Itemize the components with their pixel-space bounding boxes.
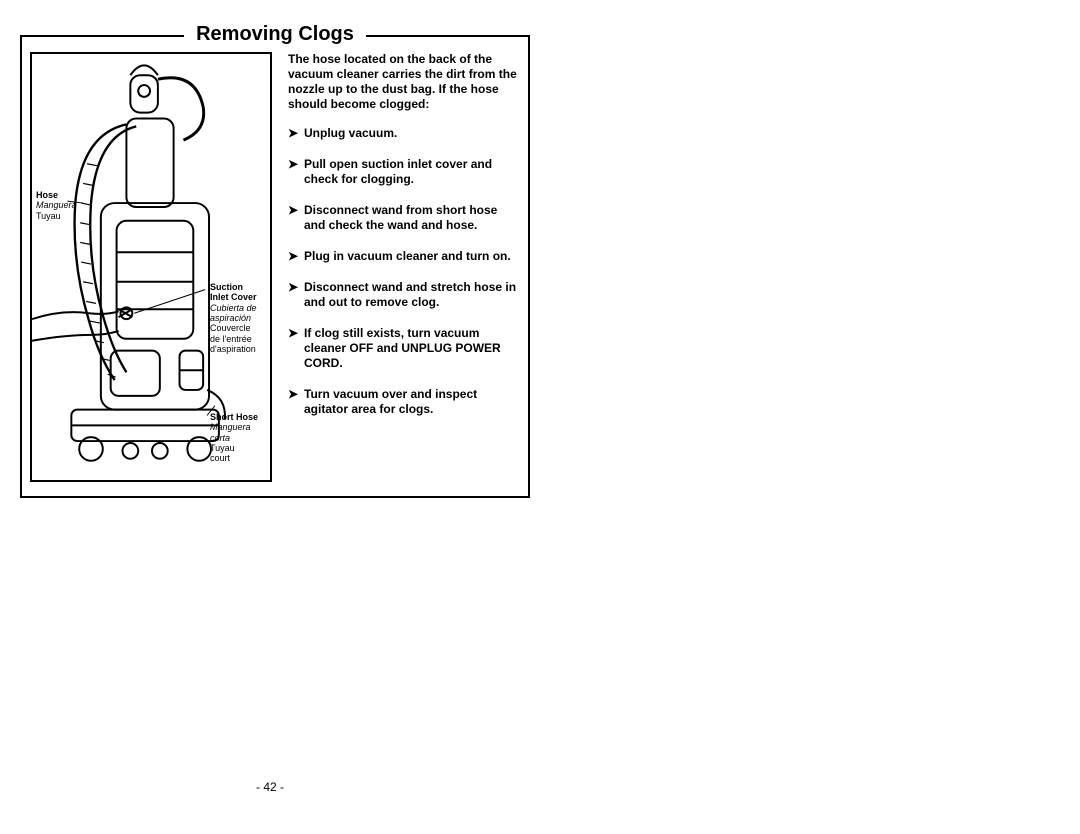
step-3-text: Disconnect wand from short hose and chec… [304, 203, 520, 233]
bullet-icon: ➤ [288, 157, 304, 187]
step-3: ➤ Disconnect wand from short hose and ch… [288, 203, 520, 233]
callout-hose: Hose Manguera Tuyau [36, 190, 77, 221]
step-4: ➤ Plug in vacuum cleaner and turn on. [288, 249, 520, 264]
callout-inlet-en1: Suction [210, 282, 257, 292]
callout-sh-fr2: court [210, 453, 258, 463]
callout-inlet-fr3: d'aspiration [210, 344, 257, 354]
step-6: ➤ If clog still exists, turn vacuum clea… [288, 326, 520, 371]
bullet-icon: ➤ [288, 280, 304, 310]
callout-hose-es: Manguera [36, 200, 77, 210]
callout-sh-es2: corta [210, 433, 258, 443]
bullet-icon: ➤ [288, 326, 304, 371]
step-6-text: If clog still exists, turn vacuum cleane… [304, 326, 520, 371]
step-7-text: Turn vacuum over and inspect agitator ar… [304, 387, 520, 417]
callout-hose-fr: Tuyau [36, 211, 77, 221]
step-1-text: Unplug vacuum. [304, 126, 520, 141]
section-title: Removing Clogs [184, 23, 366, 45]
step-1: ➤ Unplug vacuum. [288, 126, 520, 141]
title-bar: Removing Clogs [22, 23, 528, 46]
step-5-text: Disconnect wand and stretch hose in and … [304, 280, 520, 310]
callout-sh-es1: Manguera [210, 422, 258, 432]
callout-sh-en: Short Hose [210, 412, 258, 422]
step-5: ➤ Disconnect wand and stretch hose in an… [288, 280, 520, 310]
callout-inlet-en2: Inlet Cover [210, 292, 257, 302]
callout-inlet-fr1: Couvercle [210, 323, 257, 333]
bullet-icon: ➤ [288, 203, 304, 233]
callout-inlet-fr2: de l'entrée [210, 334, 257, 344]
content-row: Hose Manguera Tuyau Suction Inlet Cover … [22, 52, 528, 486]
intro-paragraph: The hose located on the back of the vacu… [288, 52, 520, 112]
page-number: - 42 - [0, 780, 540, 794]
callout-sh-fr1: Tuyau [210, 443, 258, 453]
bullet-icon: ➤ [288, 126, 304, 141]
callout-hose-en: Hose [36, 190, 77, 200]
diagram-column: Hose Manguera Tuyau Suction Inlet Cover … [30, 52, 272, 482]
manual-section-frame: Removing Clogs [20, 35, 530, 498]
callout-shorthose: Short Hose Manguera corta Tuyau court [210, 412, 258, 464]
callout-inlet-es1: Cubierta de [210, 303, 257, 313]
vacuum-diagram: Hose Manguera Tuyau Suction Inlet Cover … [30, 52, 272, 482]
step-4-text: Plug in vacuum cleaner and turn on. [304, 249, 520, 264]
step-7: ➤ Turn vacuum over and inspect agitator … [288, 387, 520, 417]
step-2-text: Pull open suction inlet cover and check … [304, 157, 520, 187]
callout-inlet: Suction Inlet Cover Cubierta de aspiraci… [210, 282, 257, 354]
step-2: ➤ Pull open suction inlet cover and chec… [288, 157, 520, 187]
bullet-icon: ➤ [288, 249, 304, 264]
bullet-icon: ➤ [288, 387, 304, 417]
callout-inlet-es2: aspiración [210, 313, 257, 323]
instructions-column: The hose located on the back of the vacu… [272, 52, 520, 482]
